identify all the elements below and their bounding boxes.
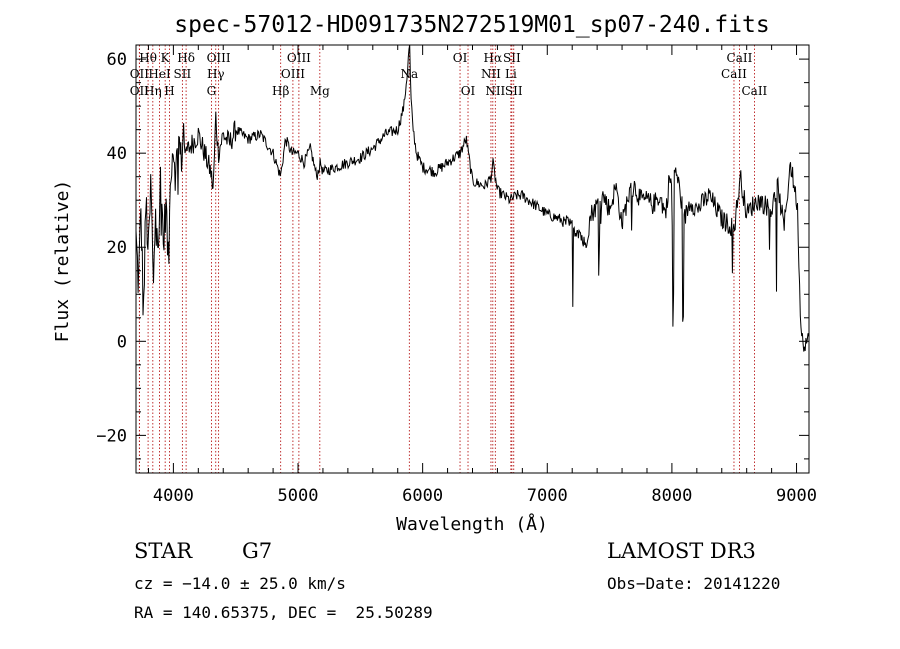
line-marker-label-16: Na bbox=[400, 67, 418, 81]
y-tick-label--20: −20 bbox=[96, 426, 127, 446]
line-marker-label-24: SII bbox=[505, 84, 523, 98]
x-tick-label-5000: 5000 bbox=[278, 486, 319, 506]
line-marker-label-26: CaII bbox=[721, 67, 747, 81]
line-marker-label-17: OI bbox=[453, 51, 468, 65]
line-marker-label-3: OII bbox=[130, 84, 150, 98]
x-tick-label-8000: 8000 bbox=[651, 486, 692, 506]
spectrum-line bbox=[135, 44, 810, 352]
line-marker-label-2: Hη bbox=[144, 84, 162, 98]
y-axis-label: Flux (relative) bbox=[52, 180, 73, 343]
line-marker-label-27: CaII bbox=[741, 84, 767, 98]
line-marker-label-6: H bbox=[164, 84, 174, 98]
x-tick-label-4000: 4000 bbox=[153, 486, 194, 506]
line-marker-label-0: Hθ bbox=[139, 51, 157, 65]
line-marker-label-15: Mg bbox=[310, 84, 330, 98]
line-marker-label-22: SII bbox=[503, 51, 521, 65]
line-marker-label-20: NII bbox=[481, 67, 501, 81]
x-tick-label-6000: 6000 bbox=[402, 486, 443, 506]
line-marker-label-23: Li bbox=[505, 67, 517, 81]
line-marker-label-9: OIII bbox=[207, 51, 231, 65]
line-marker-label-18: OI bbox=[461, 84, 476, 98]
x-tick-label-7000: 7000 bbox=[527, 486, 568, 506]
object-type: STAR bbox=[134, 539, 193, 563]
y-tick-label-0: 0 bbox=[117, 332, 127, 352]
redshift-cz: cz = −14.0 ± 25.0 km/s bbox=[134, 574, 346, 593]
y-tick-label-60: 60 bbox=[107, 50, 127, 70]
survey-name: LAMOST DR3 bbox=[607, 539, 756, 563]
line-marker-label-10: Hγ bbox=[207, 67, 225, 81]
observation-date: Obs−Date: 20141220 bbox=[607, 574, 781, 593]
coordinates: RA = 140.65375, DEC = 25.50289 bbox=[134, 603, 433, 622]
line-marker-label-21: NII bbox=[485, 84, 505, 98]
y-tick-label-20: 20 bbox=[107, 238, 127, 258]
chart-title: spec-57012-HD091735N272519M01_sp07-240.f… bbox=[174, 12, 769, 38]
line-marker-label-7: Hδ bbox=[177, 51, 195, 65]
y-tick-label-40: 40 bbox=[107, 144, 127, 164]
line-marker-label-8: SII bbox=[174, 67, 192, 81]
line-marker-label-19: Hα bbox=[484, 51, 503, 65]
line-marker-label-11: G bbox=[207, 84, 217, 98]
line-marker-label-25: CaII bbox=[727, 51, 753, 65]
line-marker-label-12: Hβ bbox=[272, 84, 289, 98]
subclass: G7 bbox=[242, 539, 273, 563]
x-tick-label-9000: 9000 bbox=[776, 486, 817, 506]
line-marker-label-13: OIII bbox=[281, 67, 305, 81]
plot-frame bbox=[135, 44, 810, 474]
axis-ticks: 4000 5000 6000 7000 8000 9000 −20 0 20 40 60 bbox=[96, 45, 817, 506]
x-axis-label: Wavelength (Å) bbox=[396, 513, 548, 535]
line-marker-label-5: HeI bbox=[148, 67, 171, 81]
line-marker-label-14: OIII bbox=[287, 51, 311, 65]
line-marker-label-4: K bbox=[161, 51, 171, 65]
